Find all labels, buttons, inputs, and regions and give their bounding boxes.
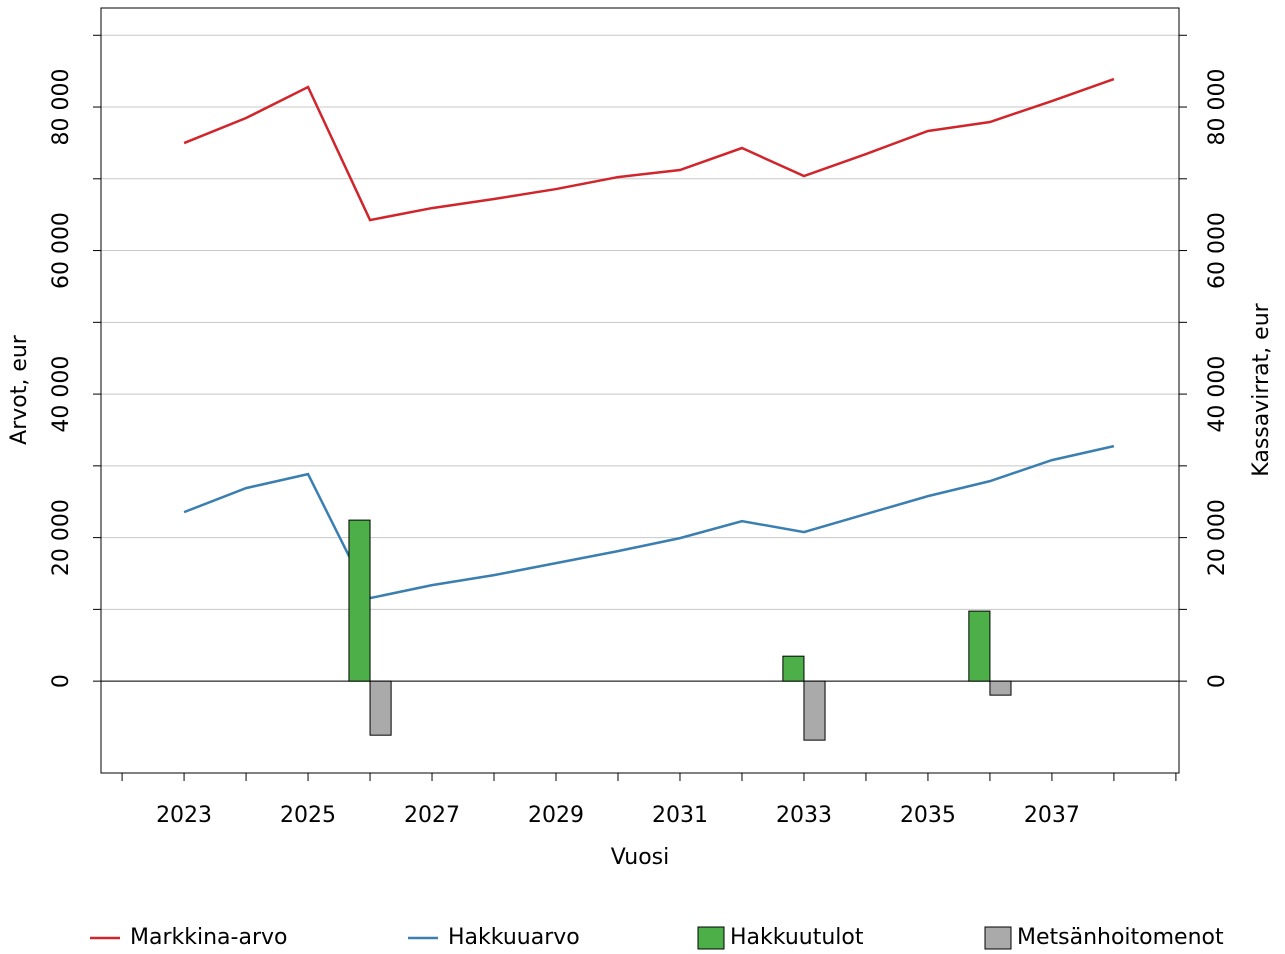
legend-label: Hakkuutulot	[730, 925, 864, 950]
x-tick-label: 2029	[528, 803, 584, 828]
x-tick-label: 2037	[1024, 803, 1080, 828]
y-tick-label: 20 000	[49, 499, 74, 576]
bar	[782, 655, 805, 682]
legend-swatch	[984, 926, 1012, 950]
bar	[989, 680, 1012, 696]
x-tick-label: 2033	[776, 803, 832, 828]
x-tick-label: 2025	[280, 803, 336, 828]
line-series	[183, 77, 1115, 222]
legend-label: Hakkuuarvo	[448, 925, 580, 950]
y2-axis-label: Kassavirrat, eur	[1249, 302, 1274, 476]
y2-tick-label: 60 000	[1205, 212, 1230, 289]
x-tick-label: 2031	[652, 803, 708, 828]
bar	[348, 519, 371, 682]
bar	[369, 680, 392, 736]
bar	[968, 610, 991, 682]
y-tick-label: 60 000	[49, 212, 74, 289]
y-tick-label: 0	[49, 674, 74, 688]
plot-frame	[100, 7, 1180, 774]
x-tick-label: 2027	[404, 803, 460, 828]
x-tick-label: 2023	[156, 803, 212, 828]
legend-label: Markkina-arvo	[130, 925, 287, 950]
y2-tick-label: 20 000	[1205, 499, 1230, 576]
y2-tick-label: 80 000	[1205, 69, 1230, 146]
y2-tick-label: 0	[1205, 674, 1230, 688]
legend-label: Metsänhoitomenot	[1017, 925, 1224, 950]
line-series	[183, 444, 1115, 600]
y-tick-label: 40 000	[49, 356, 74, 433]
y-axis-label: Arvot, eur	[7, 334, 32, 445]
x-axis-label: Vuosi	[611, 845, 670, 870]
legend-swatch	[697, 926, 725, 950]
y2-tick-label: 40 000	[1205, 356, 1230, 433]
y-tick-label: 80 000	[49, 69, 74, 146]
x-tick-label: 2035	[900, 803, 956, 828]
bar	[803, 680, 826, 741]
